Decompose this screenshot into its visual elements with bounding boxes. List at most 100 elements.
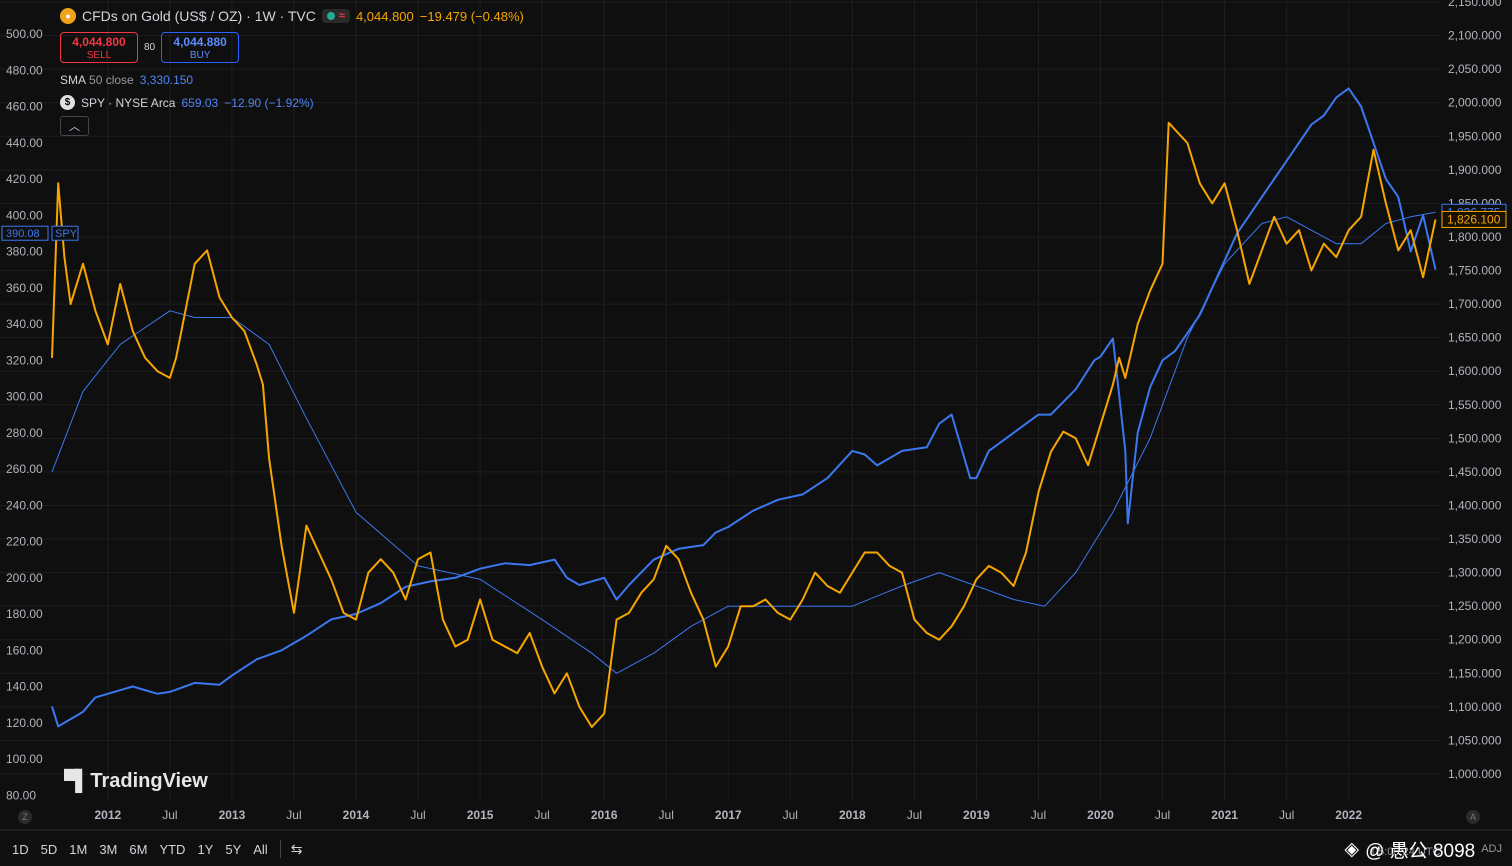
right-tick-label: 1,200.000 (1448, 633, 1502, 647)
gold-series-line (51, 121, 1437, 728)
right-tick-label: 1,150.000 (1448, 666, 1502, 680)
right-tick-label: 1,750.000 (1448, 264, 1502, 278)
range-3m[interactable]: 3M (99, 841, 118, 857)
x-tick-label: 2015 (467, 808, 494, 822)
x-tick-label: Jul (286, 808, 301, 822)
spy-left-tag (51, 225, 79, 241)
date-range-icon[interactable]: ⇆ (290, 840, 303, 857)
left-tick-label: 220.00 (6, 535, 43, 549)
range-1y[interactable]: 1Y (197, 841, 214, 857)
spy-left-tag-label: SPY (55, 228, 78, 240)
right-tick-label: 1,350.000 (1448, 532, 1502, 546)
vertical-gridlines (0, 0, 1512, 831)
left-tick-label: 80.00 (6, 788, 36, 802)
spy-left-marker (1, 225, 49, 241)
gold-right-marker-value: 1,826.100 (1447, 212, 1501, 226)
x-tick-label: Jul (534, 808, 549, 822)
x-tick-label: 2019 (963, 808, 990, 822)
adj-toggle[interactable]: ADJ (1481, 843, 1502, 855)
left-tick-label: 200.00 (6, 571, 43, 585)
left-tick-label: 240.00 (6, 498, 43, 512)
sell-price: 4,044.800 (72, 35, 126, 49)
z-corner-button[interactable]: Z (18, 810, 32, 824)
spy-compare-row[interactable]: $ SPY · NYSE Arca 659.03 −12.90 (−1.92%) (60, 95, 524, 110)
collapse-legend-button[interactable]: ︿ (60, 116, 89, 136)
buy-button[interactable]: 4,044.880 BUY (161, 32, 240, 63)
spy-label: SPY · NYSE Arca (81, 95, 176, 110)
sell-label: SELL (86, 50, 112, 61)
range-toolbar: 1D 5D 1M 3M 6M YTD 1Y 5Y All ⇆ (0, 832, 1512, 866)
x-tick-label: 2013 (219, 808, 246, 822)
right-tick-label: 1,050.000 (1448, 733, 1502, 747)
symbol-row[interactable]: ● CFDs on Gold (US$ / OZ) · 1W · TVC ≈ 4… (60, 6, 524, 26)
utc-clock[interactable]: 05:05:24 UTC (1372, 846, 1441, 858)
left-tick-label: 400.00 (6, 208, 43, 222)
right-tick-label: 1,650.000 (1448, 331, 1502, 345)
right-tick-label: 2,050.000 (1448, 62, 1502, 76)
left-tick-label: 120.00 (6, 716, 43, 730)
right-tick-label: 1,550.000 (1448, 398, 1502, 412)
left-tick-label: 300.00 (6, 390, 43, 404)
buy-label: BUY (189, 50, 211, 61)
tradingview-logo-icon: ▀▌ (64, 770, 89, 792)
right-tick-label: 2,150.000 (1448, 0, 1502, 9)
range-1d[interactable]: 1D (12, 841, 29, 857)
symbol-price: 4,044.800 (355, 8, 414, 24)
x-tick-label: Jul (162, 808, 177, 822)
right-tick-label: 2,100.000 (1448, 29, 1502, 43)
range-5d[interactable]: 5D (40, 841, 58, 857)
range-5y[interactable]: 5Y (225, 841, 242, 857)
right-price-axis[interactable]: 1,000.000 1,050.000 1,100.000 1,150.000 1,20… (1448, 0, 1502, 781)
approx-icon: ≈ (338, 10, 345, 22)
a-label: A (1469, 812, 1476, 822)
left-tick-label: 280.00 (6, 426, 43, 440)
x-tick-label: 2016 (591, 808, 618, 822)
x-tick-label: 2012 (94, 808, 121, 822)
left-tick-label: 320.00 (6, 353, 43, 367)
right-tick-label: 1,000.000 (1448, 767, 1502, 781)
x-tick-label: Jul (783, 808, 798, 822)
market-open-dot-icon (326, 12, 335, 20)
watermark-text: TradingView (90, 770, 208, 792)
symbol-title[interactable]: CFDs on Gold (US$ / OZ) · 1W · TVC (82, 8, 316, 24)
left-tick-label: 180.00 (6, 607, 43, 621)
right-tick-label: 1,450.000 (1448, 465, 1502, 479)
left-tick-label: 100.00 (6, 752, 43, 766)
spy-change: −12.90 (−1.92%) (224, 95, 314, 110)
left-tick-label: 340.00 (6, 317, 43, 331)
x-tick-label: 2020 (1087, 808, 1114, 822)
diamond-logo-icon: ◈ (1344, 838, 1360, 860)
range-1m[interactable]: 1M (69, 841, 88, 857)
range-ytd[interactable]: YTD (159, 841, 186, 857)
x-tick-label: 2022 (1335, 808, 1362, 822)
x-tick-label: Jul (1279, 808, 1294, 822)
x-tick-label: 2014 (343, 808, 370, 822)
gold-right-marker (1441, 210, 1507, 228)
right-tick-label: 2,000.000 (1448, 96, 1502, 110)
a-corner-button[interactable]: A (1466, 810, 1480, 824)
right-tick-label: 1,300.000 (1448, 566, 1502, 580)
sma-indicator-row[interactable]: SMA 50 close 3,330.150 (60, 71, 524, 89)
time-axis[interactable]: 2012 Jul 2013 Jul 2014 Jul 2015 Jul 2016 Jul 2017 J… (94, 808, 1362, 822)
left-tick-label: 420.00 (6, 172, 43, 186)
spread-value: 80 (144, 42, 156, 53)
range-6m[interactable]: 6M (129, 841, 148, 857)
series-layer (51, 87, 1437, 728)
left-tick-label: 480.00 (6, 63, 43, 77)
spy-series-line (51, 87, 1437, 728)
market-status-pill[interactable]: ≈ (321, 9, 350, 23)
right-tick-label: 1,100.000 (1448, 700, 1502, 714)
sell-button[interactable]: 4,044.800 SELL (60, 32, 138, 63)
left-tick-label: 140.00 (6, 680, 43, 694)
range-all[interactable]: All (253, 841, 268, 857)
left-price-axis: 80.00 100.00 120.00 140.00 160.00 180.00 200.0… (6, 27, 43, 802)
tradingview-watermark[interactable]: ▀▌ TradingView (64, 770, 208, 793)
x-tick-label: Jul (659, 808, 674, 822)
x-tick-label: Jul (1155, 808, 1170, 822)
user-handle: @ 愚公 8098 (1365, 840, 1476, 862)
chart-legend: ● CFDs on Gold (US$ / OZ) · 1W · TVC ≈ 4… (60, 6, 524, 136)
left-tick-label: 380.00 (6, 245, 43, 259)
sma-label: SMA (60, 73, 87, 87)
